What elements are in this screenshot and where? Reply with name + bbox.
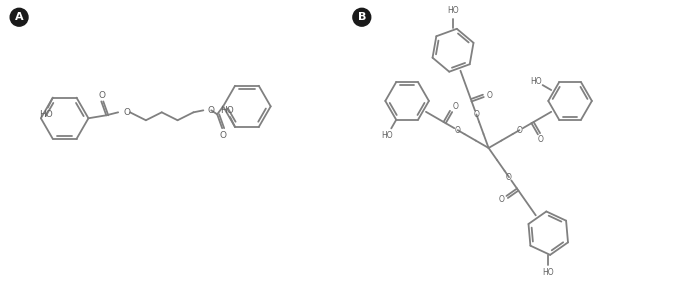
- Text: A: A: [15, 12, 23, 22]
- Text: HO: HO: [542, 268, 554, 277]
- Text: O: O: [506, 173, 512, 182]
- Text: O: O: [207, 106, 214, 115]
- Text: O: O: [452, 102, 458, 112]
- Text: O: O: [98, 91, 106, 100]
- Text: HO: HO: [220, 106, 234, 115]
- Text: O: O: [220, 131, 226, 140]
- Text: HO: HO: [382, 131, 393, 140]
- Text: HO: HO: [447, 6, 459, 15]
- Text: HO: HO: [39, 110, 53, 119]
- Text: B: B: [358, 12, 366, 22]
- Text: O: O: [473, 110, 479, 119]
- Text: HO: HO: [530, 77, 542, 86]
- Text: O: O: [123, 108, 130, 117]
- Circle shape: [10, 8, 28, 26]
- Text: O: O: [455, 126, 460, 135]
- Circle shape: [353, 8, 371, 26]
- Text: O: O: [516, 126, 523, 135]
- Text: O: O: [538, 135, 544, 144]
- Text: O: O: [499, 195, 505, 204]
- Text: O: O: [486, 91, 492, 100]
